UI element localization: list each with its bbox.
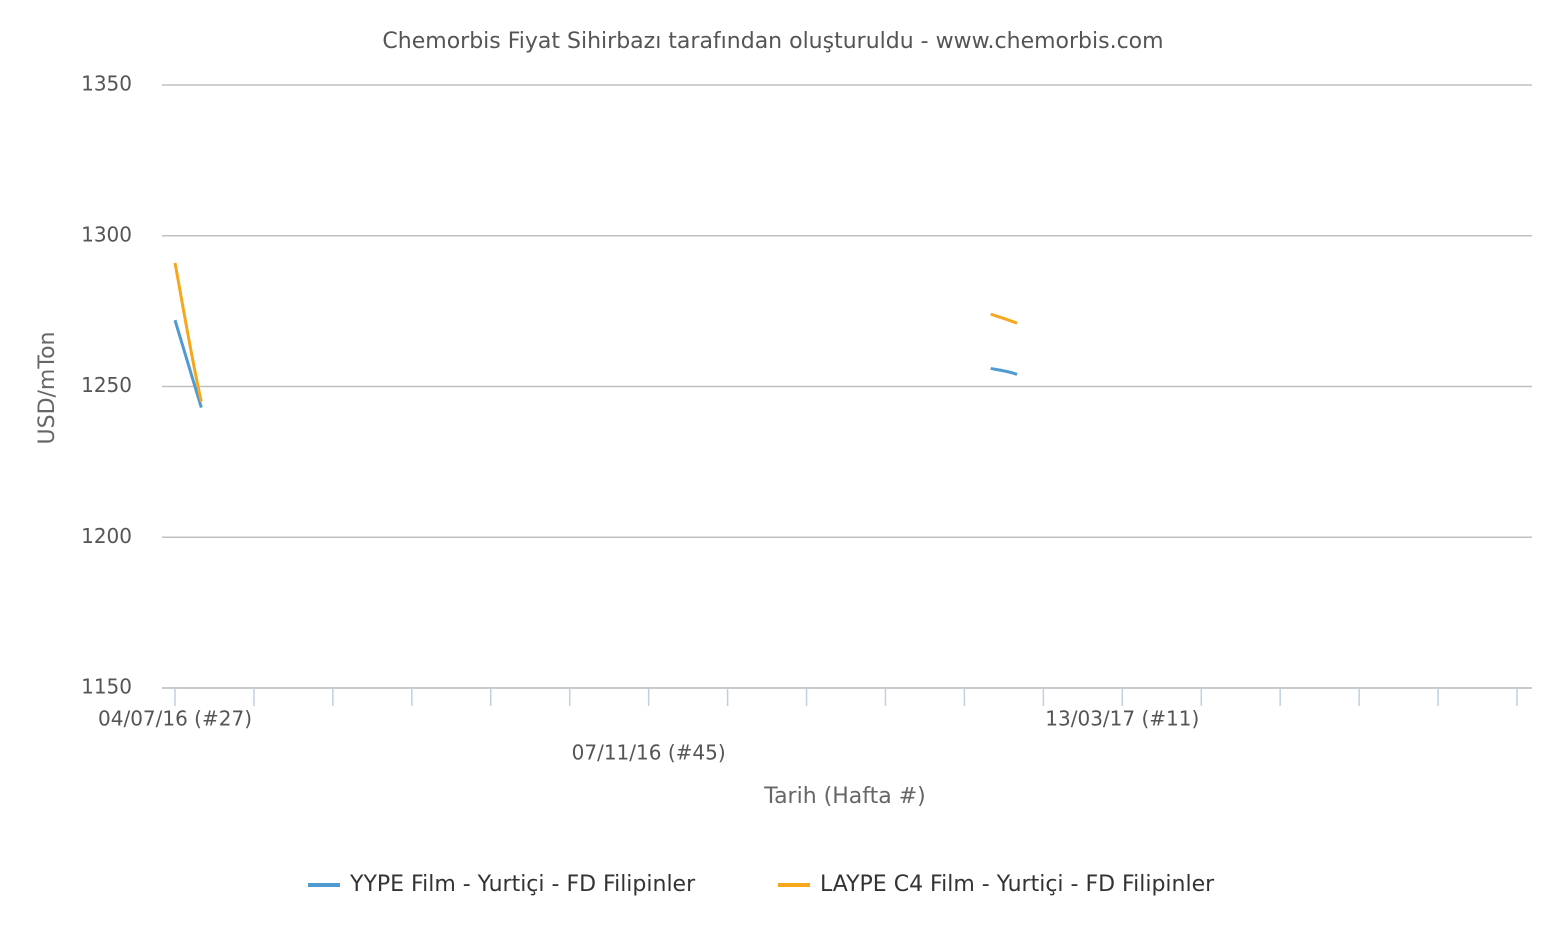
x-tick-label: 07/11/16 (#45) <box>572 741 726 765</box>
legend-item[interactable]: YYPE Film - Yurtiçi - FD Filipinler <box>308 872 696 897</box>
x-tick-label: 04/07/16 (#27) <box>98 707 252 731</box>
series-line <box>990 312 1018 325</box>
y-tick-label: 1250 <box>81 373 132 397</box>
y-tick-label: 1300 <box>81 222 132 246</box>
legend: YYPE Film - Yurtiçi - FD Filipinler LAYPE… <box>308 872 1215 897</box>
y-axis-title: USD/mTon <box>35 332 60 445</box>
y-tick-label: 1150 <box>81 675 132 699</box>
y-tick-label: 1200 <box>81 524 132 548</box>
series-line <box>173 262 203 402</box>
legend-item[interactable]: LAYPE C4 Film - Yurtiçi - FD Filipinler <box>778 872 1215 897</box>
x-axis-title: Tarih (Hafta #) <box>763 784 925 809</box>
chart-title: Chemorbis Fiyat Sihirbazı tarafından olu… <box>382 29 1163 54</box>
series-line <box>173 319 203 409</box>
legend-label: YYPE Film - Yurtiçi - FD Filipinler <box>349 872 696 897</box>
y-tick-label: 1350 <box>81 72 132 96</box>
legend-label: LAYPE C4 Film - Yurtiçi - FD Filipinler <box>820 872 1215 897</box>
x-tick-label: 13/03/17 (#11) <box>1045 707 1199 731</box>
series-line <box>990 366 1018 376</box>
